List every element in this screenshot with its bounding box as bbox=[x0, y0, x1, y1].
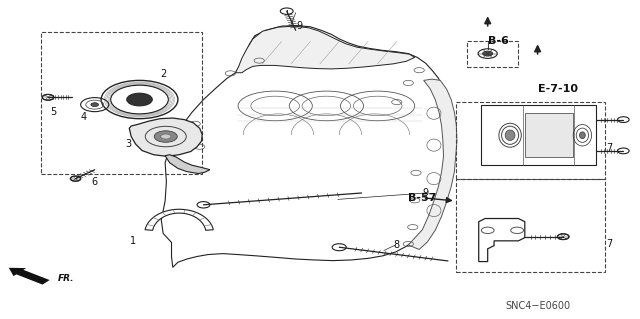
Polygon shape bbox=[145, 209, 213, 230]
Bar bbox=[456, 102, 605, 179]
Bar bbox=[481, 105, 596, 165]
Text: 2: 2 bbox=[160, 69, 166, 79]
Bar bbox=[41, 32, 202, 174]
Text: FR.: FR. bbox=[58, 274, 74, 283]
Bar bbox=[456, 179, 605, 272]
Bar bbox=[525, 113, 573, 157]
Text: 7: 7 bbox=[606, 143, 612, 153]
Circle shape bbox=[481, 227, 494, 234]
Polygon shape bbox=[161, 26, 452, 267]
Circle shape bbox=[161, 134, 171, 139]
Text: 9: 9 bbox=[422, 188, 429, 198]
Circle shape bbox=[511, 227, 524, 234]
Text: 9: 9 bbox=[296, 20, 303, 31]
Text: SNC4−E0600: SNC4−E0600 bbox=[505, 301, 570, 311]
Text: B-6: B-6 bbox=[488, 36, 509, 47]
Ellipse shape bbox=[580, 132, 585, 138]
Polygon shape bbox=[165, 155, 210, 174]
FancyArrow shape bbox=[9, 268, 50, 285]
Circle shape bbox=[154, 131, 177, 142]
Ellipse shape bbox=[505, 130, 515, 140]
Circle shape bbox=[127, 93, 152, 106]
Text: 6: 6 bbox=[92, 177, 98, 187]
Text: E-7-10: E-7-10 bbox=[538, 84, 578, 94]
Bar bbox=[467, 41, 518, 67]
Circle shape bbox=[483, 51, 493, 56]
Polygon shape bbox=[129, 118, 202, 156]
Polygon shape bbox=[236, 26, 415, 73]
Polygon shape bbox=[408, 79, 457, 249]
Text: 5: 5 bbox=[50, 107, 56, 117]
Text: 4: 4 bbox=[80, 112, 86, 122]
Text: 1: 1 bbox=[130, 236, 136, 246]
Circle shape bbox=[91, 103, 99, 107]
Text: B-57: B-57 bbox=[408, 193, 436, 204]
Text: 3: 3 bbox=[125, 139, 131, 149]
Polygon shape bbox=[479, 219, 525, 262]
Text: 7: 7 bbox=[606, 239, 612, 249]
Text: 8: 8 bbox=[394, 240, 400, 250]
